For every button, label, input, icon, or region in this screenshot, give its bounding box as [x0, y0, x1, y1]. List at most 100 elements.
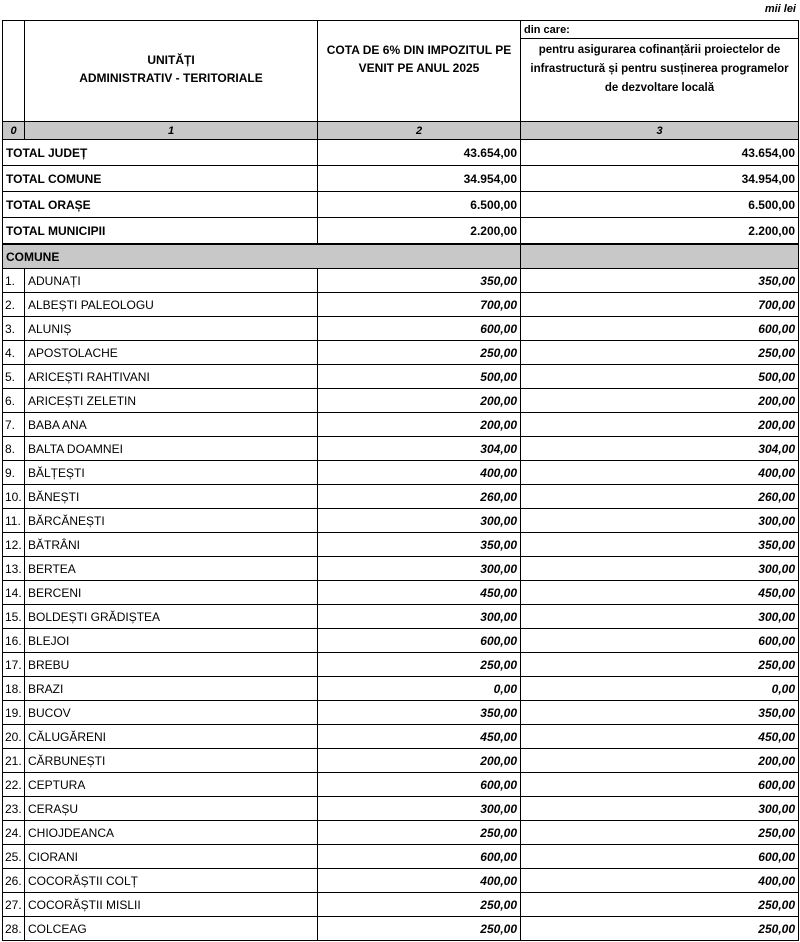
table-cell: 8.: [2, 436, 25, 461]
table-cell: 17.: [2, 652, 25, 677]
table-cell: 600,00: [520, 844, 799, 869]
table-cell: 250,00: [520, 892, 799, 917]
table-cell: 300,00: [317, 796, 521, 821]
table-cell: 4.: [2, 340, 25, 365]
table-row: 19. BUCOV 350,00 350,00: [2, 700, 799, 725]
table-row: 1. ADUNAȚI 350,00 350,00: [2, 268, 799, 293]
table-cell: [520, 243, 799, 269]
table-cell: BERCENI: [24, 580, 318, 605]
table-cell: BERTEA: [24, 556, 318, 581]
table-cell: CĂRBUNEȘTI: [24, 748, 318, 773]
header-cell: pentru asigurarea cofinanțării proiectel…: [520, 38, 799, 122]
table-cell: 200,00: [520, 748, 799, 773]
table-row: 21. CĂRBUNEȘTI 200,00 200,00: [2, 748, 799, 773]
table-cell: 200,00: [317, 748, 521, 773]
table-cell: BĂRCĂNEȘTI: [24, 508, 318, 533]
table-row: 4. APOSTOLACHE 250,00 250,00: [2, 340, 799, 365]
table-cell: 300,00: [520, 556, 799, 581]
table-cell: 1: [24, 121, 318, 140]
header-cell: din care:: [520, 20, 799, 39]
table-cell: ALUNIȘ: [24, 316, 318, 341]
table-row: 27. COCORĂȘTII MISLII 250,00 250,00: [2, 892, 799, 917]
table-row: 20. CĂLUGĂRENI 450,00 450,00: [2, 724, 799, 749]
table-cell: BALTA DOAMNEI: [24, 436, 318, 461]
table-row: 13. BERTEA 300,00 300,00: [2, 556, 799, 581]
table-cell: 23.: [2, 796, 25, 821]
table-cell: TOTAL JUDEȚ: [2, 139, 318, 166]
table-cell: 3.: [2, 316, 25, 341]
table-cell: 400,00: [317, 460, 521, 485]
table-cell: 6.500,00: [317, 191, 521, 218]
table-cell: 300,00: [317, 508, 521, 533]
table-cell: 600,00: [317, 844, 521, 869]
table-cell: 350,00: [317, 268, 521, 293]
table-row: 17. BREBU 250,00 250,00: [2, 652, 799, 677]
table-cell: 500,00: [317, 364, 521, 389]
table-cell: 21.: [2, 748, 25, 773]
table-row: TOTAL ORAȘE 6.500,00 6.500,00: [2, 191, 799, 218]
table-cell: 300,00: [317, 556, 521, 581]
table-cell: TOTAL MUNICIPII: [2, 217, 318, 245]
table-cell: 300,00: [520, 604, 799, 629]
table-cell: 500,00: [520, 364, 799, 389]
table-row: 6. ARICEȘTI ZELETIN 200,00 200,00: [2, 388, 799, 413]
table-cell: 700,00: [317, 292, 521, 317]
unit-label: mii lei: [764, 3, 796, 15]
table-cell: 300,00: [520, 796, 799, 821]
table-cell: 350,00: [317, 700, 521, 725]
table-row: TOTAL COMUNE 34.954,00 34.954,00: [2, 165, 799, 192]
table-cell: 22.: [2, 772, 25, 797]
table-row: 24. CHIOJDEANCA 250,00 250,00: [2, 820, 799, 845]
table-cell: 0: [2, 121, 25, 140]
table-cell: 27.: [2, 892, 25, 917]
table-cell: 14.: [2, 580, 25, 605]
table-cell: CEPTURA: [24, 772, 318, 797]
table-cell: 25.: [2, 844, 25, 869]
data-table: UNITĂȚI ADMINISTRATIV - TERITORIALE COTA…: [2, 20, 799, 941]
table-cell: CERAȘU: [24, 796, 318, 821]
table-row: TOTAL MUNICIPII 2.200,00 2.200,00: [2, 217, 799, 245]
table-row: 9. BĂLȚEȘTI 400,00 400,00: [2, 460, 799, 485]
table-cell: CHIOJDEANCA: [24, 820, 318, 845]
table-cell: 600,00: [520, 628, 799, 653]
header-cell: [2, 20, 25, 122]
table-cell: CIORANI: [24, 844, 318, 869]
table-cell: 304,00: [520, 436, 799, 461]
table-cell: 400,00: [317, 868, 521, 893]
table-cell: 250,00: [317, 916, 521, 941]
table-cell: 450,00: [520, 724, 799, 749]
table-cell: 0,00: [317, 676, 521, 701]
header-text: ADMINISTRATIV - TERITORIALE: [79, 71, 263, 85]
table-cell: 200,00: [520, 388, 799, 413]
table-cell: 12.: [2, 532, 25, 557]
table-cell: 19.: [2, 700, 25, 725]
table-row: 22. CEPTURA 600,00 600,00: [2, 772, 799, 797]
table-row: 18. BRAZI 0,00 0,00: [2, 676, 799, 701]
table-cell: 250,00: [317, 652, 521, 677]
table-cell: COCORĂȘTII COLȚ: [24, 868, 318, 893]
table-cell: 260,00: [317, 484, 521, 509]
table-cell: 350,00: [520, 532, 799, 557]
table-row: 28. COLCEAG 250,00 250,00: [2, 916, 799, 941]
table-cell: 600,00: [317, 628, 521, 653]
table-cell: 15.: [2, 604, 25, 629]
table-row: 12. BĂTRÂNI 350,00 350,00: [2, 532, 799, 557]
table-cell: 28.: [2, 916, 25, 941]
table-row: 25. CIORANI 600,00 600,00: [2, 844, 799, 869]
table-cell: 250,00: [520, 820, 799, 845]
header-row: pentru asigurarea cofinanțării proiectel…: [3, 38, 799, 122]
table-row: 2. ALBEȘTI PALEOLOGU 700,00 700,00: [2, 292, 799, 317]
table-cell: 350,00: [520, 268, 799, 293]
table-cell: 250,00: [520, 340, 799, 365]
table-cell: 7.: [2, 412, 25, 437]
table-cell: COMUNE: [2, 243, 521, 269]
table-cell: TOTAL ORAȘE: [2, 191, 318, 218]
table-row: 16. BLEJOI 600,00 600,00: [2, 628, 799, 653]
table-cell: 3: [520, 121, 799, 140]
table-cell: 0,00: [520, 676, 799, 701]
table-cell: 43.654,00: [317, 139, 521, 166]
table-cell: 1.: [2, 268, 25, 293]
table-row: TOTAL JUDEȚ 43.654,00 43.654,00: [2, 139, 799, 166]
table-cell: BLEJOI: [24, 628, 318, 653]
table-cell: 6.500,00: [520, 191, 799, 218]
